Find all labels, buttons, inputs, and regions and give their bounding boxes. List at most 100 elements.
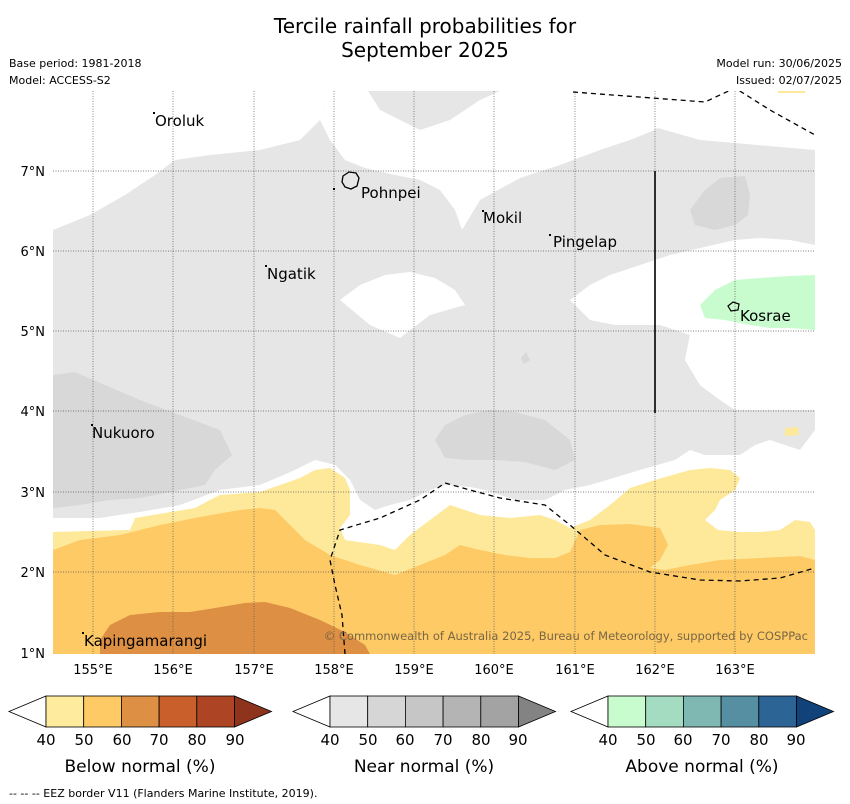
colorbar-tick: 90 [225, 731, 244, 749]
model-run: Model run: 30/06/2025 [716, 57, 842, 70]
lat-gridlines [53, 170, 815, 573]
colorbar-swatch [720, 695, 760, 728]
colorbar-tick: 40 [598, 731, 617, 749]
lon-label: 158°E [314, 663, 354, 678]
place-kosrae: Kosrae [740, 307, 791, 325]
colorbar-swatch [196, 695, 235, 728]
title-line-1: Tercile rainfall probabilities for [273, 14, 577, 38]
above-normal-region [700, 275, 815, 330]
colorbar-tick: 90 [508, 731, 527, 749]
eez-border-south [329, 482, 815, 654]
colorbar-near: 40 50 60 70 80 90 Near normal (%) [291, 695, 557, 777]
colorbar-tick: 60 [673, 731, 692, 749]
place-ngatik: Ngatik [267, 265, 316, 283]
kosrae-island [727, 301, 740, 312]
map-area: © Commonwealth of Australia 2025, Bureau… [53, 91, 815, 654]
lat-label: 4°N [21, 405, 46, 420]
lat-label: 2°N [21, 566, 46, 581]
lon-label: 163°E [715, 663, 755, 678]
colorbar-tick: 80 [749, 731, 768, 749]
colorbar-near-title: Near normal (%) [354, 757, 494, 777]
colorbar-above-ticks: 40 50 60 70 80 90 [598, 731, 805, 749]
place-nukuoro: Nukuoro [92, 424, 155, 442]
footnote: -- -- -- EEZ border V11 (Flanders Marine… [9, 787, 318, 800]
colorbar-tick: 50 [74, 731, 93, 749]
colorbar-swatch [683, 695, 722, 728]
colorbar-below-swatches [7, 695, 273, 728]
latitude-labels: 7°N 6°N 5°N 4°N 3°N 2°N 1°N [21, 165, 46, 662]
colorbar-tick: 70 [433, 731, 452, 749]
island-specks [82, 112, 551, 634]
near-normal-patch-centre [435, 410, 575, 470]
pohnpei-island [341, 171, 360, 190]
white-patch-northwest [53, 91, 330, 230]
lat-label: 3°N [21, 486, 46, 501]
eez-borders [329, 91, 815, 654]
colorbar-tick: 50 [636, 731, 655, 749]
issued-date: Issued: 02/07/2025 [735, 74, 842, 87]
place-oroluk: Oroluk [155, 112, 204, 130]
colorbar-swatch [404, 695, 444, 728]
place-labels: Oroluk Pohnpei Mokil Pingelap Ngatik Kos… [84, 112, 791, 650]
colorbar-swatch [45, 695, 85, 728]
colorbar-above: 40 50 60 70 80 90 Above normal (%) [569, 695, 835, 777]
place-pingelap: Pingelap [553, 233, 617, 251]
colorbar-tick: 80 [471, 731, 490, 749]
colorbar-swatch [329, 695, 369, 728]
near-normal-patch-west [53, 372, 232, 508]
page-title: Tercile rainfall probabilities for Septe… [0, 14, 850, 62]
colorbar-swatch [758, 695, 797, 728]
white-patch-centre [340, 272, 465, 338]
copyright-text: © Commonwealth of Australia 2025, Bureau… [324, 629, 808, 643]
colorbar-swatch [121, 695, 160, 728]
lon-label: 159°E [394, 663, 434, 678]
lat-label: 6°N [21, 245, 46, 260]
colorbar-tick: 70 [711, 731, 730, 749]
lat-label: 7°N [21, 165, 46, 180]
colorbar-swatch [607, 695, 647, 728]
colorbar-tick: 40 [320, 731, 339, 749]
lon-label: 161°E [555, 663, 595, 678]
colorbar-extend-low [569, 695, 609, 728]
colorbar-below-ticks: 40 50 60 70 80 90 [36, 731, 244, 749]
lon-label: 157°E [234, 663, 274, 678]
colorbar-extend-low [7, 695, 47, 728]
map-figure: © Commonwealth of Australia 2025, Bureau… [7, 91, 835, 777]
colorbar-tick: 90 [786, 731, 805, 749]
meta-right: Model run: 30/06/2025 Issued: 02/07/2025 [716, 55, 842, 89]
place-pohnpei: Pohnpei [361, 184, 421, 202]
colorbar-near-swatches [291, 695, 557, 728]
colorbar-tick: 50 [358, 731, 377, 749]
title-line-2: September 2025 [341, 38, 509, 62]
colorbar-tick: 80 [187, 731, 206, 749]
colorbar-tick: 60 [112, 731, 131, 749]
colorbar-extend-high [518, 695, 557, 728]
white-patch-north [320, 91, 658, 230]
place-kapingamarangi: Kapingamarangi [84, 632, 207, 650]
colorbar-above-swatches [569, 695, 835, 728]
colorbar-swatch [442, 695, 482, 728]
colorbar-below: 40 50 60 70 80 90 Below normal (%) [7, 695, 273, 777]
lat-label: 5°N [21, 325, 46, 340]
colorbar-below-title: Below normal (%) [65, 757, 216, 777]
colorbar-swatch [367, 695, 406, 728]
colorbar-extend-low [291, 695, 331, 728]
near-normal-speck [521, 352, 530, 364]
colorbar-extend-high [796, 695, 835, 728]
lon-label: 155°E [73, 663, 113, 678]
below-normal-50-speck [785, 427, 799, 436]
model-name: Model: ACCESS-S2 [9, 74, 111, 87]
longitude-labels: 155°E 156°E 157°E 158°E 159°E 160°E 161°… [73, 663, 755, 678]
lon-label: 156°E [153, 663, 193, 678]
meta-left: Base period: 1981-2018 Model: ACCESS-S2 [9, 55, 141, 89]
lon-label: 160°E [474, 663, 514, 678]
colorbar-extend-high [234, 695, 273, 728]
colorbar-tick: 40 [36, 731, 55, 749]
colorbar-tick: 70 [149, 731, 168, 749]
colorbar-swatch [158, 695, 198, 728]
colorbar-swatch [83, 695, 122, 728]
colorbar-above-title: Above normal (%) [625, 757, 778, 777]
colorbar-near-ticks: 40 50 60 70 80 90 [320, 731, 527, 749]
lat-label: 1°N [21, 647, 46, 662]
colorbar-tick: 60 [395, 731, 414, 749]
